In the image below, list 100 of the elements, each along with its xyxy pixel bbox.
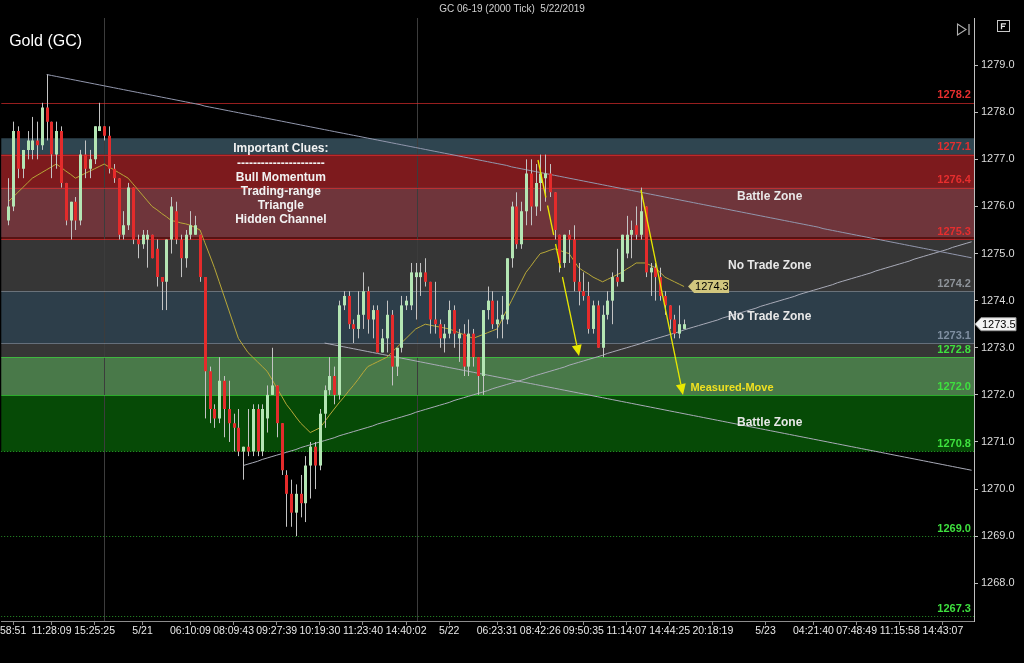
x-tick-label: 06:10:09: [170, 624, 212, 637]
candlestick: [328, 356, 331, 396]
x-tick-label: 10:19:30: [299, 624, 341, 637]
candlestick: [386, 300, 389, 353]
candlestick: [185, 229, 188, 269]
candlestick: [453, 304, 456, 349]
candlestick: [290, 479, 293, 528]
x-tick-label: 09:27:39: [256, 624, 298, 637]
candlestick: [635, 205, 638, 240]
candlestick: [233, 413, 236, 452]
y-tick-label: 1270.0: [981, 482, 1015, 495]
candlestick: [266, 384, 269, 434]
band-label: Battle Zone: [737, 189, 803, 204]
candlestick: [309, 441, 312, 500]
candlestick: [592, 300, 595, 335]
chart-title: GC 06-19 (2000 Tick) 5/22/2019: [439, 2, 586, 14]
candlestick: [180, 234, 183, 278]
ref-line-label: 1278.2: [937, 88, 971, 101]
x-tick-label: 11:15:58: [879, 624, 920, 637]
x-tick-label: 5/21: [132, 624, 153, 637]
y-tick-label: 1269.0: [981, 529, 1015, 542]
ref-line-label: 1272.8: [937, 342, 971, 355]
band-label: No Trade Zone: [728, 257, 812, 272]
x-tick-label: 08:42:26: [519, 624, 561, 637]
candlestick: [237, 408, 240, 457]
candlestick: [194, 215, 197, 236]
x-tick-label: 08:09:43: [213, 624, 255, 637]
ref-line-label: 1277.1: [937, 140, 971, 153]
ref-line-label: 1274.2: [937, 276, 971, 289]
candlestick: [501, 295, 504, 339]
x-tick-label: 11:23:40: [342, 624, 384, 637]
ref-line-label: 1269.0: [937, 521, 971, 534]
candlestick: [616, 248, 619, 288]
candlestick: [477, 356, 480, 396]
candlestick: [424, 257, 427, 288]
x-tick-label: 15:25:25: [74, 624, 116, 637]
y-tick-label: 1268.0: [981, 576, 1015, 589]
x-tick-label: 58:51: [0, 624, 27, 637]
candlestick: [544, 154, 547, 203]
candlestick: [189, 210, 192, 240]
candlestick: [357, 290, 360, 339]
x-tick-label: 09:50:35: [562, 624, 605, 637]
text: 1273.5: [982, 317, 1016, 330]
candlestick: [74, 196, 77, 231]
y-tick-label: 1272.0: [981, 387, 1015, 400]
candlestick: [654, 262, 657, 302]
candlestick: [314, 441, 317, 490]
candlestick: [472, 328, 475, 368]
y-tick-label: 1275.0: [981, 246, 1015, 259]
x-tick-label: 20:18:19: [692, 624, 734, 637]
data-label: 1274.3: [695, 280, 729, 293]
ref-line-label: 1272.0: [937, 380, 971, 393]
candlestick: [439, 319, 442, 349]
candlestick: [396, 347, 399, 377]
ref-line-label: 1270.8: [937, 436, 971, 449]
candlestick: [27, 130, 30, 160]
candlestick: [324, 384, 327, 429]
candlestick: [640, 187, 643, 240]
x-tick-label: 06:23:31: [476, 624, 518, 637]
y-tick-label: 1271.0: [981, 435, 1015, 448]
candlestick: [582, 271, 585, 302]
candlestick: [362, 271, 365, 330]
x-tick-label: 14:44:25: [649, 624, 691, 637]
candlestick: [578, 262, 581, 306]
candlestick: [7, 177, 10, 226]
annotation: Important Clues:: [233, 141, 329, 156]
x-tick-label: 11:28:09: [31, 624, 72, 637]
candlestick: [415, 262, 418, 320]
candlestick: [669, 304, 672, 330]
y-tick-label: 1278.0: [981, 105, 1015, 118]
y-tick-label: 1274.0: [981, 293, 1015, 306]
candlestick: [343, 290, 346, 311]
candlestick: [142, 229, 145, 250]
candlestick: [161, 276, 164, 311]
candlestick: [333, 366, 336, 405]
annotation: Trading-range: [240, 183, 322, 198]
band-label: Battle Zone: [737, 415, 803, 430]
candlestick: [271, 347, 274, 396]
x-tick-label: 14:43:07: [922, 624, 964, 637]
candlestick: [419, 262, 422, 297]
candlestick: [285, 469, 288, 528]
annotation: ----------------------: [236, 155, 325, 170]
annotation: Triangle: [257, 198, 305, 213]
candlestick: [487, 286, 490, 320]
candlestick: [228, 380, 231, 443]
candlestick: [295, 483, 298, 537]
ref-line-label: 1267.3: [937, 601, 971, 614]
y-tick-label: 1276.0: [981, 199, 1015, 212]
x-tick-label: 07:48:49: [836, 624, 878, 637]
candlestick: [113, 163, 116, 184]
band-label: No Trade Zone: [728, 309, 812, 324]
y-tick-label: 1273.0: [981, 340, 1015, 353]
candlestick: [372, 304, 375, 339]
candlestick: [611, 271, 614, 325]
annotation: Bull Momentum: [235, 169, 326, 184]
text: Gold (GC): [9, 32, 83, 50]
candlestick: [122, 210, 125, 240]
x-tick-label: 11:14:07: [606, 624, 647, 637]
candlestick: [70, 201, 73, 240]
candlestick: [630, 220, 633, 259]
